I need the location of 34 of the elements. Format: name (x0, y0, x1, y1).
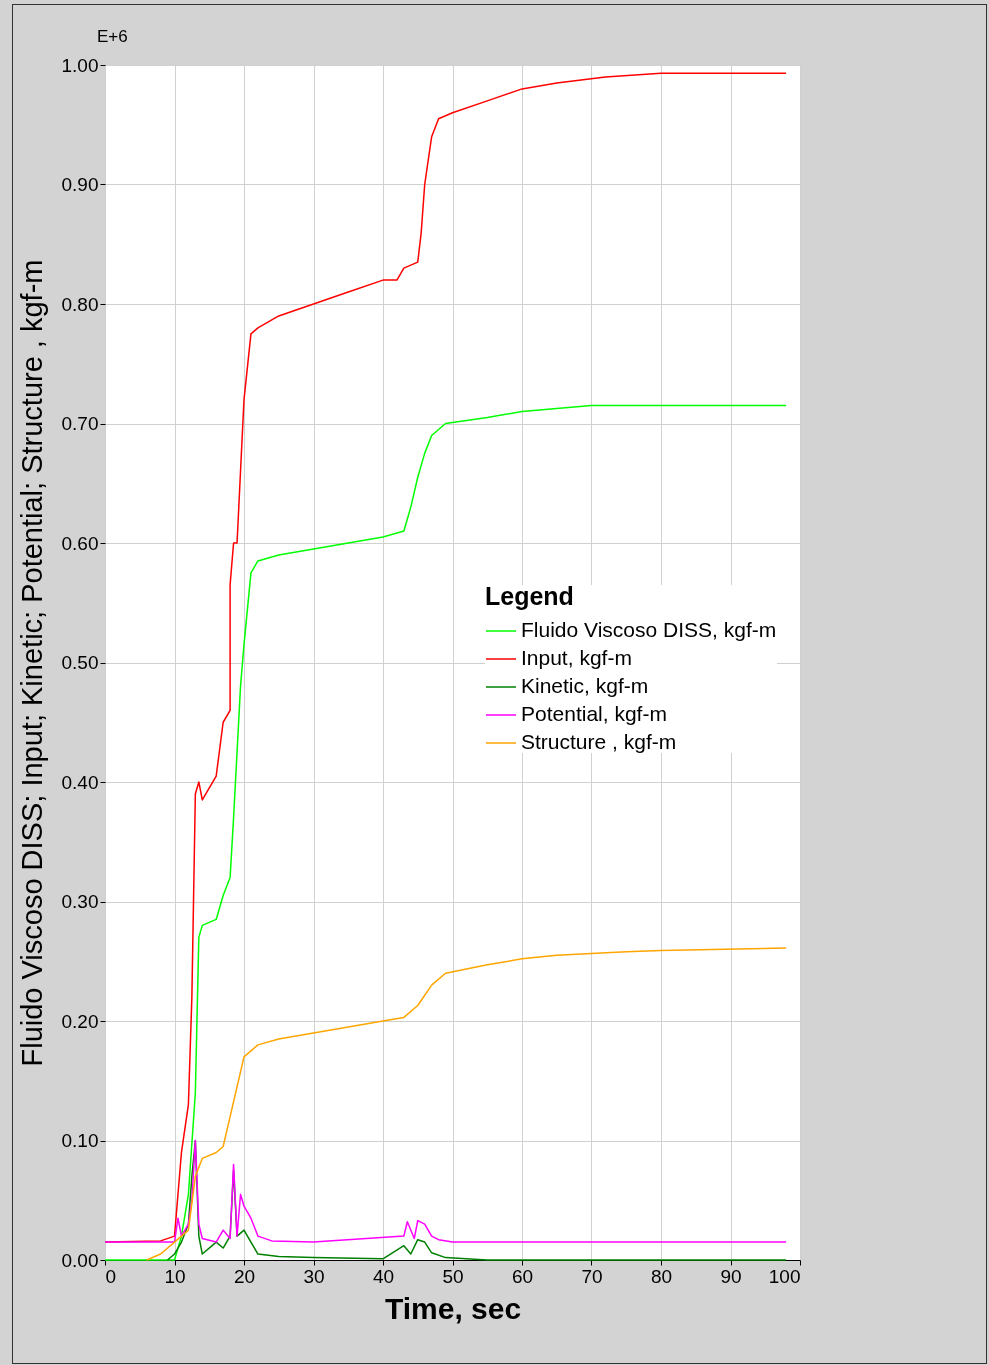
y-axis-title: Fluido Viscoso DISS; Input; Kinetic; Potential; Structure , kgf-m (15, 259, 48, 1067)
y-tick-label: 0.50 (61, 652, 99, 673)
x-tick-label: 10 (164, 1265, 186, 1287)
y-tick-label: 0.80 (61, 293, 99, 315)
legend-label: Kinetic, kgf-m (521, 674, 649, 697)
x-tick-label: 30 (303, 1265, 325, 1287)
y-tick-label: 0.10 (61, 1130, 99, 1151)
legend-label: Fluido Viscoso DISS, kgf-m (521, 618, 777, 641)
x-tick-label: 100 (768, 1265, 801, 1287)
x-tick-label: 90 (720, 1265, 742, 1287)
x-tick-label: 40 (372, 1265, 395, 1287)
y-tick-label: 0.90 (61, 174, 99, 195)
y-tick-label: 0.00 (61, 1249, 99, 1271)
y-tick-label: 1.00 (61, 54, 99, 76)
y-tick-label: 0.20 (61, 1010, 99, 1032)
y-tick-label: 0.30 (61, 891, 99, 912)
line-series (145, 947, 787, 1261)
line-series (104, 1139, 787, 1243)
text: E+6 (97, 27, 128, 47)
x-tick-label: 20 (233, 1265, 256, 1287)
y-tick-label: 0.70 (61, 413, 99, 434)
x-tick-label: 70 (581, 1265, 603, 1287)
legend-label: Potential, kgf-m (521, 702, 667, 725)
legend-title: Legend (485, 582, 574, 610)
y-tick-label: 0.60 (61, 532, 99, 554)
x-tick-label: 60 (511, 1265, 534, 1287)
x-tick-label: 80 (650, 1265, 673, 1287)
x-tick-label: 0 (105, 1265, 117, 1287)
line-series (104, 404, 787, 1261)
y-tick-label: 0.40 (61, 771, 99, 793)
legend-label: Structure , kgf-m (521, 730, 677, 753)
x-axis-title: Time, sec (384, 1291, 522, 1325)
x-tick-label: 50 (442, 1265, 464, 1287)
legend-label: Input, kgf-m (521, 646, 632, 669)
